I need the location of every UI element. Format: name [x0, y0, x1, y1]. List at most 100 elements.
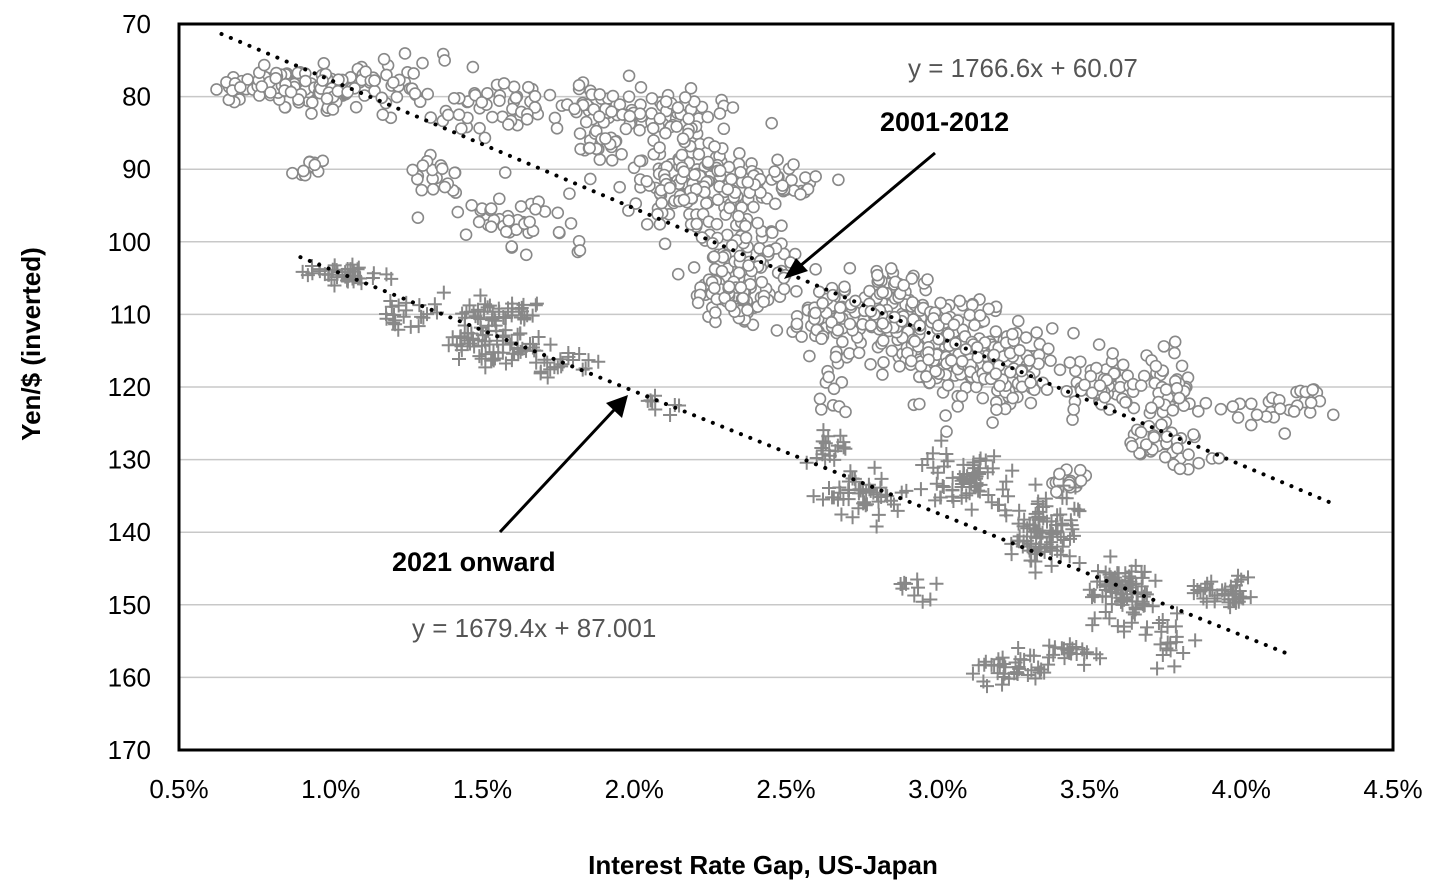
data-point	[1187, 428, 1200, 441]
data-point	[825, 316, 838, 329]
data-point	[426, 183, 440, 196]
data-point	[1117, 592, 1132, 607]
data-point	[833, 428, 848, 443]
data-point	[827, 382, 841, 396]
data-point	[1135, 570, 1150, 585]
data-point	[1158, 450, 1172, 464]
data-point	[379, 267, 394, 282]
data-point	[1176, 646, 1191, 661]
data-point	[497, 77, 511, 90]
data-point	[747, 200, 760, 214]
data-point	[670, 120, 683, 133]
data-point	[473, 320, 488, 335]
data-point	[870, 487, 885, 502]
data-point	[1009, 665, 1024, 680]
data-point	[982, 302, 995, 316]
data-point	[976, 674, 991, 689]
data-point	[921, 273, 934, 286]
data-point	[583, 141, 596, 155]
data-point	[871, 268, 884, 282]
data-point	[640, 218, 654, 231]
data-point	[633, 107, 647, 120]
data-point	[1166, 404, 1180, 417]
data-point	[472, 349, 487, 364]
data-point	[540, 355, 555, 370]
data-point	[491, 301, 506, 316]
data-point	[484, 220, 498, 234]
data-point	[1019, 331, 1033, 344]
data-point	[919, 370, 933, 383]
data-point	[412, 298, 427, 313]
data-point	[843, 317, 857, 331]
data-point	[859, 497, 874, 512]
data-point	[1168, 619, 1183, 634]
data-point	[1215, 583, 1230, 598]
data-point	[874, 471, 889, 486]
data-point	[466, 60, 480, 74]
data-point	[1040, 383, 1054, 396]
data-point	[833, 301, 847, 314]
series-2001-2012-points	[210, 47, 1340, 499]
data-point	[441, 338, 456, 353]
data-point	[897, 278, 910, 292]
data-point	[1134, 379, 1148, 392]
data-point	[1273, 402, 1287, 415]
data-point	[676, 132, 690, 145]
data-point	[864, 319, 878, 332]
data-point	[1149, 359, 1163, 373]
data-point	[320, 92, 334, 105]
data-point	[579, 115, 593, 129]
data-point	[1063, 513, 1078, 528]
data-point	[1056, 641, 1071, 656]
data-point	[1134, 426, 1148, 439]
data-point	[937, 459, 952, 474]
data-point	[1133, 447, 1146, 460]
data-point	[955, 354, 969, 368]
data-point	[1192, 456, 1206, 470]
data-point	[509, 91, 523, 105]
data-point	[648, 402, 663, 417]
data-point	[955, 389, 969, 403]
data-point	[1017, 652, 1032, 667]
data-point	[1024, 396, 1038, 410]
data-point	[640, 175, 654, 188]
x-tick-label: 0.5%	[149, 774, 208, 804]
data-point	[835, 376, 849, 389]
data-point	[502, 214, 516, 227]
data-point	[529, 202, 542, 216]
data-point	[677, 165, 691, 178]
data-point	[255, 80, 269, 93]
data-point	[1137, 564, 1152, 579]
data-point	[284, 85, 298, 99]
data-point	[1056, 532, 1071, 547]
trendlines	[219, 31, 1335, 656]
data-point	[1066, 413, 1079, 426]
data-point	[721, 183, 735, 196]
trendline	[219, 31, 1335, 506]
y-tick-label: 170	[108, 735, 151, 765]
data-point	[985, 461, 1000, 476]
data-point	[911, 580, 926, 595]
data-point	[1110, 566, 1125, 581]
data-point	[421, 87, 434, 101]
data-point	[1168, 346, 1181, 360]
data-point	[813, 392, 827, 406]
data-point	[1079, 645, 1094, 660]
data-point	[1191, 405, 1205, 418]
data-point	[365, 270, 380, 285]
data-point	[416, 56, 429, 70]
data-point	[514, 200, 528, 213]
data-point	[701, 110, 715, 124]
data-point	[485, 110, 499, 124]
data-point	[1012, 503, 1027, 518]
data-point	[884, 262, 898, 275]
data-point	[1150, 661, 1165, 676]
data-point	[1007, 666, 1022, 681]
data-point	[1214, 402, 1228, 416]
data-point	[529, 296, 544, 311]
data-point	[734, 165, 747, 179]
data-point	[398, 47, 412, 60]
y-axis-title: Yen/$ (inverted)	[16, 247, 46, 441]
data-point	[734, 281, 748, 294]
data-point	[715, 264, 729, 278]
